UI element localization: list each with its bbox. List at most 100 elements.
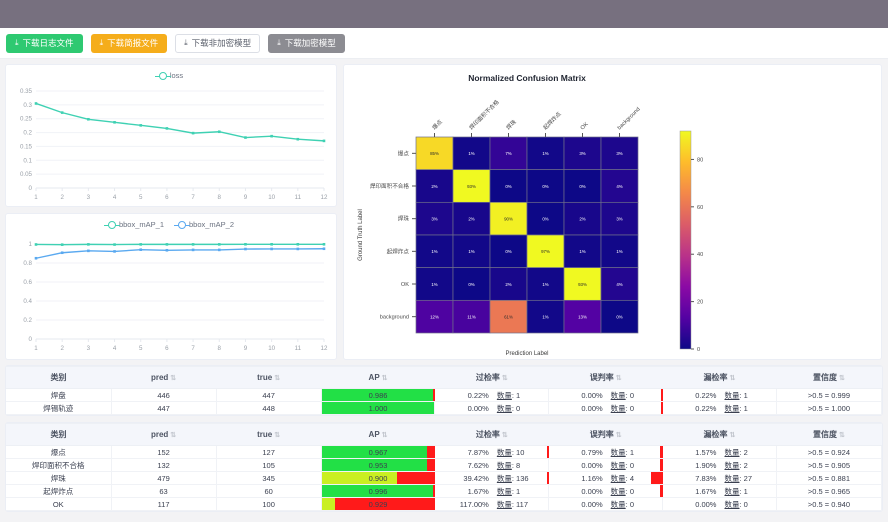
column-header-mis[interactable]: 误判率 ⇅: [548, 366, 663, 389]
sort-icon[interactable]: ⇅: [274, 375, 281, 382]
download-encrypted-model-button[interactable]: ⤓ 下载加密模型: [268, 33, 345, 53]
svg-text:90%: 90%: [504, 216, 513, 221]
svg-text:1%: 1%: [616, 249, 622, 254]
table-row[interactable]: OK 117 100 0.929 117.00% 数量: 117 0.00% 数量: 0 0.0…: [6, 497, 883, 511]
column-label: true: [257, 373, 273, 382]
cell-mis-rate: 0.00% 数量: 0: [548, 497, 664, 511]
cell-ap: 0.986: [321, 388, 436, 402]
svg-text:1: 1: [34, 194, 38, 201]
cell-ap: 0.953: [321, 458, 436, 472]
table-row[interactable]: 焊锡轨迹 447 448 1.000 0.00% 数量: 0 0.00% 数量: 0 0.22%…: [6, 401, 883, 415]
svg-text:3%: 3%: [616, 216, 622, 221]
cell-true: 60: [216, 484, 322, 498]
table-row[interactable]: 焊珠 479 345 0.900 39.42% 数量: 136 1.16% 数量: 4 7.83…: [6, 471, 883, 485]
sort-icon[interactable]: ⇅: [381, 432, 388, 439]
column-label: 置信度: [813, 430, 837, 439]
legend-item-loss[interactable]: loss: [154, 71, 183, 80]
sort-icon[interactable]: ⇅: [170, 432, 177, 439]
column-header-over[interactable]: 过检率 ⇅: [434, 366, 549, 389]
column-label: pred: [150, 430, 169, 439]
sort-icon[interactable]: ⇅: [501, 432, 508, 439]
legend-item-bbox-map-2[interactable]: bbox_mAP_2: [174, 220, 234, 229]
svg-text:6: 6: [165, 345, 169, 352]
svg-text:2: 2: [60, 194, 64, 201]
svg-text:2: 2: [60, 345, 64, 352]
column-header-true[interactable]: true ⇅: [216, 366, 322, 389]
svg-text:0.8: 0.8: [23, 260, 32, 267]
column-label: true: [257, 430, 273, 439]
svg-text:0.35: 0.35: [20, 88, 33, 95]
column-header-pred[interactable]: pred ⇅: [111, 423, 217, 446]
table-row[interactable]: 焊印面积不合格 132 105 0.953 7.62% 数量: 8 0.00% 数量: 0 1.…: [6, 458, 883, 472]
cell-over-rate: 39.42% 数量: 136: [397, 471, 550, 485]
sort-icon[interactable]: ⇅: [615, 432, 622, 439]
cell-ap: 0.967: [321, 445, 436, 459]
sort-icon[interactable]: ⇅: [170, 375, 177, 382]
column-header-ap[interactable]: AP ⇅: [321, 366, 435, 389]
svg-text:OK: OK: [401, 282, 409, 288]
normalized-confusion-matrix: Normalized Confusion Matrix 85% 1% 7% 1% 3% 3%…: [358, 73, 703, 357]
svg-text:爆点: 爆点: [398, 149, 410, 157]
map-chart-card: bbox_mAP_1 bbox_mAP_2 0 0.2 0.4 0.6 0.8 1 1 2 3 4…: [5, 213, 337, 360]
svg-text:1: 1: [29, 241, 33, 248]
svg-text:3: 3: [87, 194, 91, 201]
column-label: 误判率: [589, 430, 614, 439]
column-header-over[interactable]: 过检率 ⇅: [434, 423, 549, 446]
sort-icon[interactable]: ⇅: [381, 375, 388, 382]
confusion-matrix-card: Normalized Confusion Matrix 85% 1% 7% 1% 3% 3%…: [343, 64, 882, 360]
table-row[interactable]: 爆点 152 127 0.967 7.87% 数量: 10 0.79% 数量: 1 1.57% 数…: [6, 445, 883, 459]
svg-text:7: 7: [191, 194, 195, 201]
metrics-table-2: 类别 pred ⇅ true ⇅ AP ⇅ 过检率 ⇅ 误判率 ⇅ 漏检率 ⇅ 置信度 ⇅ 爆点 152 127 0…: [6, 423, 883, 511]
cell-confidence: >0.5 = 0.999: [776, 388, 883, 402]
cell-category: 焊盘: [6, 388, 112, 402]
svg-text:焊珠: 焊珠: [398, 215, 410, 223]
legend-item-bbox-map-1[interactable]: bbox_mAP_1: [103, 220, 164, 229]
sort-icon[interactable]: ⇅: [839, 375, 845, 382]
svg-text:1%: 1%: [542, 282, 548, 287]
column-header-leak[interactable]: 漏检率 ⇅: [662, 423, 777, 446]
map-chart-legend: bbox_mAP_1 bbox_mAP_2: [6, 220, 336, 229]
cell-leak-rate: 0.22% 数量: 1: [661, 388, 777, 402]
sort-icon[interactable]: ⇅: [729, 375, 736, 382]
svg-text:0.1: 0.1: [23, 157, 32, 164]
download-report-button[interactable]: ⤓ 下载简报文件: [90, 33, 168, 53]
svg-text:6: 6: [165, 194, 169, 201]
table-row[interactable]: 焊盘 446 447 0.986 0.22% 数量: 1 0.00% 数量: 0 0.22% 数量…: [6, 388, 883, 402]
cell-leak-rate: 1.90% 数量: 2: [660, 458, 777, 472]
svg-text:Prediction Label: Prediction Label: [505, 351, 548, 357]
sort-icon[interactable]: ⇅: [839, 432, 845, 439]
svg-text:2%: 2%: [468, 216, 474, 221]
sort-icon[interactable]: ⇅: [729, 432, 736, 439]
sort-icon[interactable]: ⇅: [615, 375, 622, 382]
svg-text:1%: 1%: [542, 314, 548, 319]
cell-category: 焊珠: [6, 471, 112, 485]
cell-pred: 117: [111, 497, 217, 511]
svg-text:0%: 0%: [505, 184, 511, 189]
download-log-button[interactable]: ⤓ 下载日志文件: [6, 33, 83, 53]
svg-text:1%: 1%: [431, 282, 437, 287]
sort-icon[interactable]: ⇅: [274, 432, 281, 439]
svg-text:12: 12: [321, 194, 328, 201]
column-header-pred[interactable]: pred ⇅: [111, 366, 217, 389]
sort-icon[interactable]: ⇅: [501, 375, 508, 382]
column-header-conf[interactable]: 置信度 ⇅: [776, 366, 882, 389]
cell-ap: 0.996: [321, 484, 436, 498]
cell-confidence: >0.5 = 0.881: [776, 471, 883, 485]
column-header-true[interactable]: true ⇅: [216, 423, 322, 446]
column-header-conf[interactable]: 置信度 ⇅: [776, 423, 882, 446]
svg-text:11: 11: [295, 194, 302, 201]
column-header-ap[interactable]: AP ⇅: [321, 423, 435, 446]
cell-over-rate: 0.22% 数量: 1: [433, 388, 550, 402]
svg-text:1%: 1%: [579, 249, 585, 254]
column-label: 漏检率: [703, 430, 728, 439]
cell-true: 345: [216, 471, 322, 485]
column-header-leak[interactable]: 漏检率 ⇅: [662, 366, 777, 389]
table-row[interactable]: 起焊炸点 63 60 0.996 1.67% 数量: 1 0.00% 数量: 0 1.67% 数量…: [6, 484, 883, 498]
column-header-mis[interactable]: 误判率 ⇅: [548, 423, 663, 446]
column-label: AP: [368, 373, 380, 382]
download-plain-model-button[interactable]: ⤓ 下载非加密模型: [175, 33, 261, 53]
map-line-chart: 00.20.40.60.811 2 3 4 5 6 7 8 9 10 11 12: [23, 241, 328, 352]
svg-text:0%: 0%: [579, 184, 585, 189]
svg-text:0%: 0%: [468, 282, 474, 287]
cell-leak-rate: 0.00% 数量: 0: [662, 497, 777, 511]
